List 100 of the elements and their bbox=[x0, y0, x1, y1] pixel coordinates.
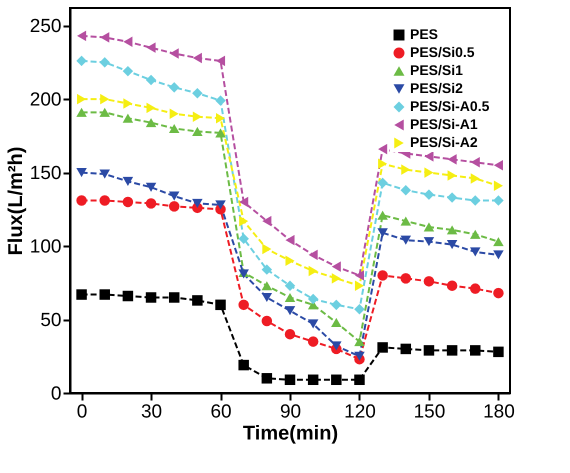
point bbox=[308, 319, 318, 328]
point bbox=[308, 374, 318, 386]
point bbox=[216, 56, 226, 66]
point bbox=[215, 128, 226, 138]
point bbox=[76, 195, 87, 206]
point bbox=[192, 111, 202, 122]
point bbox=[470, 195, 481, 206]
y-axis-title: Flux(L/m²h) bbox=[4, 146, 27, 256]
point bbox=[239, 216, 248, 226]
point bbox=[424, 151, 434, 162]
x-tick-label: 0 bbox=[76, 402, 88, 422]
point bbox=[146, 42, 156, 53]
point bbox=[99, 57, 110, 68]
point bbox=[170, 108, 179, 120]
point bbox=[354, 337, 365, 346]
legend-label: PES/Si-A0.5 bbox=[410, 98, 490, 114]
point bbox=[123, 36, 132, 48]
point bbox=[400, 273, 412, 284]
point bbox=[377, 270, 388, 281]
point bbox=[377, 228, 388, 238]
point bbox=[424, 222, 434, 232]
point bbox=[122, 114, 134, 123]
point bbox=[76, 56, 87, 66]
point bbox=[284, 306, 296, 316]
point bbox=[168, 124, 180, 134]
y-tick-label: 0 bbox=[50, 384, 62, 404]
point bbox=[332, 261, 341, 272]
point bbox=[448, 154, 457, 165]
point bbox=[424, 189, 434, 200]
legend-label: PES/Si-A1 bbox=[410, 116, 478, 132]
point bbox=[146, 74, 156, 86]
point bbox=[284, 280, 296, 291]
point bbox=[448, 170, 457, 181]
point bbox=[146, 198, 156, 209]
point bbox=[494, 160, 503, 170]
point bbox=[168, 292, 180, 303]
point bbox=[239, 196, 248, 208]
point bbox=[99, 170, 110, 179]
point bbox=[354, 280, 364, 291]
point bbox=[332, 273, 341, 284]
point bbox=[146, 118, 156, 128]
point bbox=[215, 95, 226, 106]
point bbox=[100, 94, 110, 104]
point bbox=[470, 247, 481, 256]
point bbox=[285, 234, 295, 246]
point bbox=[446, 280, 458, 291]
point bbox=[77, 94, 86, 104]
point bbox=[377, 178, 388, 188]
x-tick-label: 90 bbox=[280, 402, 302, 422]
point bbox=[354, 270, 364, 281]
point bbox=[493, 195, 504, 206]
point bbox=[76, 108, 87, 117]
point bbox=[146, 292, 156, 303]
point bbox=[401, 164, 410, 175]
y-tick-label: 200 bbox=[30, 90, 62, 111]
x-tick-label: 60 bbox=[210, 402, 232, 422]
point bbox=[424, 237, 434, 246]
point bbox=[308, 250, 318, 260]
point bbox=[378, 158, 388, 170]
point bbox=[470, 173, 480, 184]
point bbox=[377, 210, 388, 220]
point bbox=[168, 192, 180, 201]
point bbox=[238, 233, 249, 244]
point bbox=[76, 168, 87, 178]
point bbox=[308, 266, 318, 276]
point bbox=[168, 201, 180, 212]
point bbox=[331, 300, 342, 310]
point bbox=[168, 82, 180, 93]
point bbox=[493, 237, 504, 246]
point bbox=[99, 289, 110, 300]
point bbox=[99, 195, 110, 206]
point bbox=[308, 336, 318, 347]
point bbox=[100, 32, 110, 43]
point bbox=[494, 180, 503, 192]
point bbox=[192, 198, 203, 208]
point bbox=[146, 182, 156, 192]
y-tick-label: 150 bbox=[30, 163, 62, 184]
point bbox=[378, 144, 388, 154]
point bbox=[400, 344, 412, 354]
y-tick-label: 100 bbox=[30, 236, 62, 258]
legend-label: PES/Si2 bbox=[410, 80, 464, 96]
y-tick-label: 250 bbox=[30, 16, 62, 38]
point bbox=[76, 289, 87, 300]
x-axis-title: Time(min) bbox=[242, 422, 338, 444]
point bbox=[354, 304, 365, 314]
point bbox=[192, 88, 203, 98]
point bbox=[424, 345, 434, 356]
point bbox=[308, 294, 318, 304]
legend-label: PES/Si-A2 bbox=[410, 134, 478, 150]
point bbox=[262, 216, 272, 226]
point bbox=[192, 126, 203, 136]
point bbox=[285, 256, 295, 266]
point bbox=[446, 192, 458, 203]
point bbox=[122, 196, 134, 208]
point bbox=[262, 316, 272, 326]
point bbox=[470, 283, 481, 294]
point bbox=[446, 225, 458, 234]
point bbox=[192, 52, 202, 64]
point bbox=[493, 288, 504, 298]
point bbox=[170, 48, 179, 59]
